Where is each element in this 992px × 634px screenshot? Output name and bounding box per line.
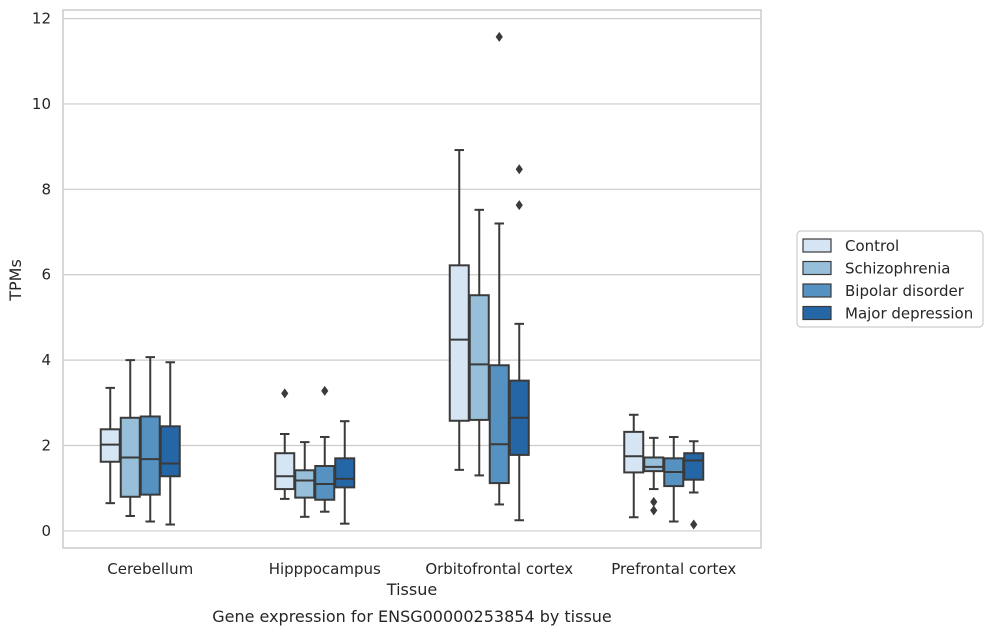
box-bipolar-disorder-3 bbox=[663, 435, 685, 523]
iqr-box bbox=[488, 364, 510, 485]
box-control-0 bbox=[99, 386, 121, 505]
plot-frame bbox=[62, 9, 762, 549]
legend-swatch bbox=[802, 283, 832, 298]
box-control-2 bbox=[448, 149, 470, 471]
y-tick-label: 10 bbox=[32, 95, 51, 113]
boxes bbox=[99, 31, 705, 530]
box-control-3 bbox=[623, 413, 645, 519]
box-major-depression-3 bbox=[683, 440, 705, 530]
box-major-depression-1 bbox=[334, 420, 356, 525]
x-tick-label: Orbitofrontal cortex bbox=[425, 560, 573, 578]
iqr-box bbox=[314, 465, 336, 501]
iqr-box bbox=[468, 294, 490, 421]
box-bipolar-disorder-0 bbox=[139, 356, 161, 523]
y-tick-labels: 0 2 4 6 8 10 12 bbox=[32, 10, 51, 540]
chart-caption: Gene expression for ENSG00000253854 by t… bbox=[212, 607, 612, 626]
legend-label: Bipolar disorder bbox=[845, 282, 965, 300]
outlier-point bbox=[650, 505, 658, 516]
legend-label: Control bbox=[845, 237, 899, 255]
x-tick-label: Hipppocampus bbox=[269, 560, 381, 578]
box-bipolar-disorder-1 bbox=[314, 385, 336, 513]
iqr-box bbox=[683, 452, 705, 481]
outlier-point bbox=[650, 496, 658, 507]
y-tick-label: 12 bbox=[32, 10, 51, 28]
legend-label: Major depression bbox=[845, 305, 973, 323]
y-tick-label: 8 bbox=[41, 180, 51, 198]
y-axis-label: TPMs bbox=[6, 259, 25, 302]
legend-label: Schizophrenia bbox=[845, 260, 950, 278]
box-schizophrenia-2 bbox=[468, 208, 490, 477]
box-schizophrenia-1 bbox=[294, 441, 316, 518]
outlier-point bbox=[690, 519, 698, 530]
box-schizophrenia-3 bbox=[643, 436, 665, 516]
legend-swatch bbox=[802, 260, 832, 276]
legend-swatch bbox=[802, 305, 832, 321]
legend-swatch bbox=[802, 238, 832, 253]
iqr-box bbox=[334, 457, 356, 489]
iqr-box bbox=[274, 452, 296, 491]
outlier-point bbox=[515, 164, 523, 175]
x-tick-label: Cerebellum bbox=[107, 560, 193, 578]
outlier-point bbox=[495, 31, 503, 42]
x-tick-labels: Cerebellum Hipppocampus Orbitofrontal cort… bbox=[107, 560, 736, 578]
outlier-point bbox=[321, 385, 329, 396]
iqr-box bbox=[294, 469, 316, 499]
iqr-box bbox=[139, 415, 161, 496]
outlier-point bbox=[281, 388, 289, 399]
x-axis-label: Tissue bbox=[386, 580, 437, 599]
x-tick-label: Prefrontal cortex bbox=[611, 560, 736, 578]
y-tick-label: 4 bbox=[41, 351, 51, 369]
y-tick-label: 0 bbox=[41, 522, 51, 540]
y-tick-label: 2 bbox=[41, 437, 51, 455]
box-major-depression-2 bbox=[508, 164, 530, 522]
box-control-1 bbox=[274, 388, 296, 500]
box-bipolar-disorder-2 bbox=[488, 31, 510, 506]
iqr-box bbox=[643, 456, 665, 473]
legend: Control Schizophrenia Bipolar disorder Majo… bbox=[796, 230, 984, 328]
outlier-point bbox=[515, 200, 523, 211]
legend-frame bbox=[796, 230, 984, 328]
iqr-box bbox=[448, 264, 470, 422]
iqr-box bbox=[159, 425, 181, 478]
box-major-depression-0 bbox=[159, 361, 181, 526]
iqr-box bbox=[623, 430, 645, 474]
box-schizophrenia-0 bbox=[119, 359, 141, 517]
y-tick-label: 6 bbox=[41, 266, 51, 284]
